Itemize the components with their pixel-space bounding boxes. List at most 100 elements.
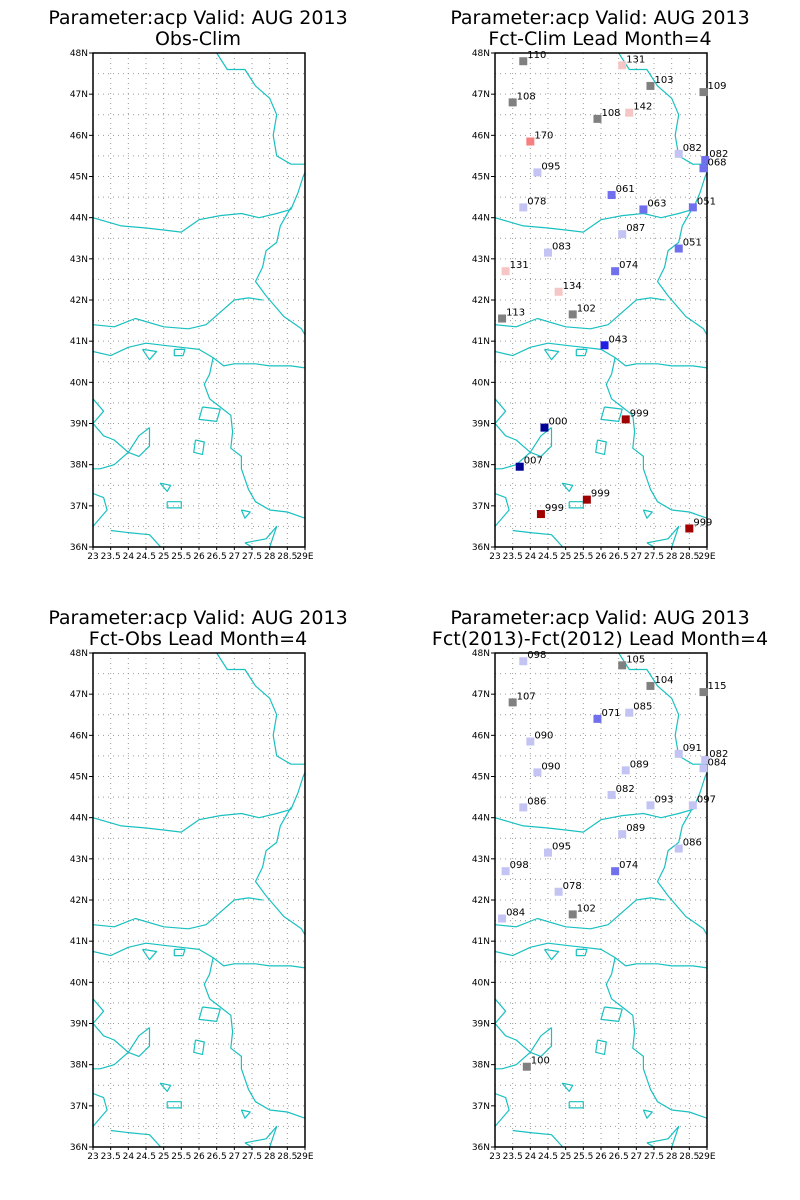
coastline [173,348,186,357]
y-tick-label: 38N [472,461,490,471]
station-marker [611,867,620,876]
y-tick-label: 36N [70,1143,88,1153]
station-value-label: 095 [552,842,571,853]
station-value-label: 051 [697,196,716,207]
coastline [110,529,162,547]
x-tick-label: 27.5 [242,1152,262,1162]
coastline [166,1101,182,1109]
y-tick-label: 46N [472,731,490,741]
x-tick-label: 27.5 [242,552,262,562]
x-tick-label: 25 [158,1152,169,1162]
coastline [159,482,172,492]
station-value-label: 089 [630,759,649,770]
station-value-label: 108 [517,91,536,102]
map-grid [93,53,305,547]
coastline [512,1129,564,1147]
coastline [656,207,707,336]
coastline [203,957,305,1119]
station-value-label: 082 [683,143,702,154]
y-tick-label: 44N [70,814,88,824]
y-tick-label: 42N [70,296,88,306]
coastline [605,957,707,1119]
coastline [595,1039,607,1056]
coastline [198,406,221,422]
coastline [605,357,707,519]
y-tick-label: 40N [70,978,88,988]
coastline [575,348,588,357]
coastline [568,1101,584,1109]
x-tick-label: 29E [296,1152,313,1162]
station-marker [600,341,609,350]
station-marker [618,661,627,670]
station-layer: 110 1311031091081421081700820820680950610… [498,50,728,533]
station-marker [533,768,542,777]
y-tick-label: 36N [70,543,88,553]
x-tick-label: 28 [666,552,678,562]
station-value-label: 999 [630,408,649,419]
station-value-label: 104 [654,675,673,686]
y-tick-label: 47N [472,690,490,700]
station-value-label: 043 [609,334,628,345]
station-value-label: 109 [707,81,726,92]
x-tick-label: 29E [296,552,313,562]
y-tick-label: 39N [70,1020,88,1030]
x-tick-label: 24 [123,1152,135,1162]
x-tick-label: 24 [525,1152,537,1162]
x-tick-label: 28.5 [277,1152,297,1162]
station-marker [646,681,655,690]
coastline [495,1092,510,1127]
y-tick-label: 37N [472,1102,490,1112]
station-value-label: 000 [548,417,567,428]
station-marker [674,244,683,253]
station-value-label: 090 [541,761,560,772]
x-tick-label: 24 [525,552,537,562]
station-marker [699,688,708,697]
y-tick-label: 46N [472,131,490,141]
station-value-label: 085 [633,702,652,713]
y-tick-label: 38N [70,461,88,471]
x-tick-label: 23.5 [503,552,523,562]
station-marker [674,149,683,158]
station-marker [508,698,517,707]
station-value-label: 078 [527,196,546,207]
y-tick-label: 44N [472,214,490,224]
station-marker [625,108,634,117]
station-marker [701,756,710,765]
x-tick-label: 26 [595,1152,607,1162]
station-marker [540,423,549,432]
coastline [93,342,305,369]
y-tick-label: 48N [472,49,490,59]
station-marker [701,156,710,165]
map-grid [93,653,305,1147]
station-marker [519,57,528,66]
x-tick-label: 25 [560,552,571,562]
station-marker [611,267,620,276]
station-value-label: 082 [709,749,728,760]
station-value-label: 115 [707,681,726,692]
station-marker [646,81,655,90]
y-tick-label: 37N [472,502,490,512]
station-marker [522,1062,531,1071]
y-tick-label: 43N [472,255,490,265]
station-value-label: 074 [619,260,638,271]
station-marker [536,510,545,519]
coastline [495,897,665,930]
coastline [142,948,158,961]
station-value-label: 086 [527,796,546,807]
x-tick-label: 27 [631,1152,642,1162]
x-tick-label: 24.5 [538,1152,558,1162]
station-value-label: 090 [534,731,553,742]
y-tick-label: 43N [472,855,490,865]
panel-title-line2: Obs-Clim [155,28,241,50]
x-tick-label: 29E [698,552,715,562]
station-value-label: 093 [654,794,673,805]
x-tick-label: 27.5 [644,1152,664,1162]
coastline [561,482,574,492]
coastline [495,172,707,233]
coastline [240,509,251,519]
coastline [93,398,129,470]
panel-title-line2: Fct(2013)-Fct(2012) Lead Month=4 [432,628,768,650]
coastline [646,525,680,547]
station-marker [674,844,683,853]
x-tick-label: 25.5 [171,552,191,562]
